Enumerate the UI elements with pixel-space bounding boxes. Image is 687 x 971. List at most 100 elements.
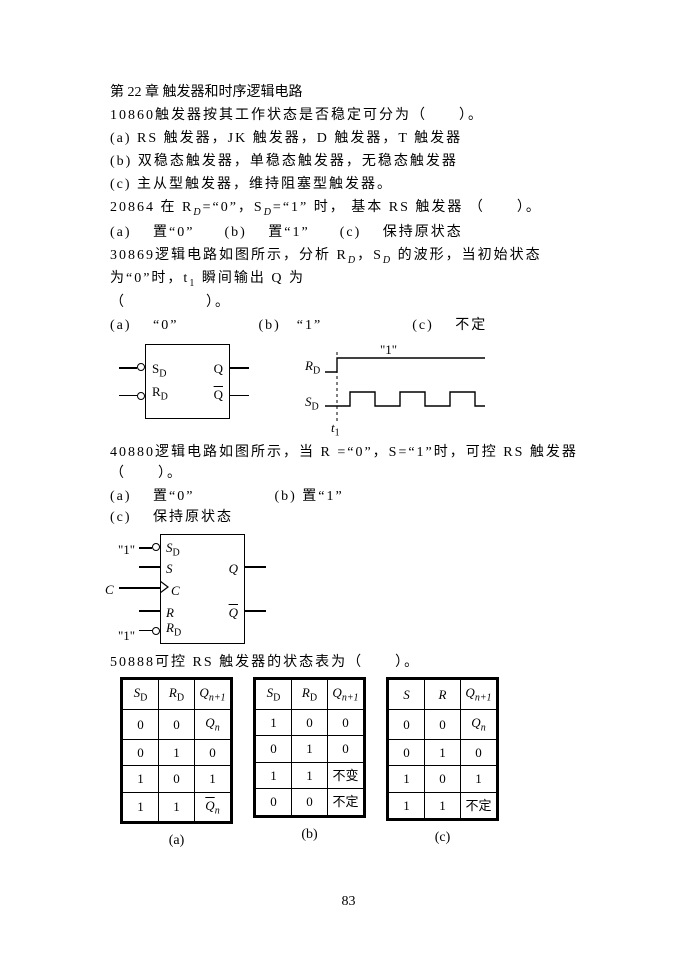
- tc-h0: S: [403, 687, 410, 702]
- ff2-c: C: [171, 581, 180, 601]
- tc-r2c2: 1: [461, 766, 497, 793]
- q2-sub2: D: [264, 207, 273, 218]
- table-c-label: (c): [386, 827, 499, 848]
- q5-text: 可控 RS 触发器的状态表为（ ）。: [155, 655, 420, 670]
- w-q: [244, 566, 266, 567]
- table-a-label: (a): [120, 830, 233, 851]
- q1-opt-c: (c) 主从型触发器，维持阻塞型触发器。: [110, 174, 587, 195]
- q5-id: 50888: [110, 655, 155, 670]
- ta-r0c0: 0: [123, 709, 159, 739]
- q4-id: 40880: [110, 445, 155, 460]
- w-sd: [139, 547, 152, 548]
- tb-r3c0: 0: [256, 789, 292, 816]
- ta-r1c2: 0: [195, 739, 231, 766]
- tb-r0c2: 0: [328, 709, 364, 736]
- ff2-sd: SD: [166, 538, 180, 561]
- q4-c: (c) 保持原状态: [110, 507, 233, 528]
- tc-r3c2: 不定: [461, 792, 497, 819]
- ta-r1c0: 0: [123, 739, 159, 766]
- ta-r2c0: 1: [123, 766, 159, 793]
- q2: 20864 在 RD=“0”，SD=“1” 时， 基本 RS 触发器 （ ）。: [110, 197, 587, 220]
- tc-h2: Q: [465, 685, 474, 700]
- tb-r1c1: 1: [292, 736, 328, 763]
- tb-r3c1: 0: [292, 789, 328, 816]
- bubble-rd: [137, 392, 145, 400]
- q2-b: (b) 置“1”: [224, 222, 309, 243]
- w-rd: [139, 630, 152, 631]
- ff2-s: S: [166, 559, 173, 579]
- q3-t4: 瞬间输出 Q 为: [196, 271, 305, 286]
- ta-r0c2: Qn: [195, 709, 231, 739]
- tc-r2c1: 0: [425, 766, 461, 793]
- q5: 50888可控 RS 触发器的状态表为（ ）。: [110, 652, 587, 673]
- ta-r3c1: 1: [159, 792, 195, 822]
- flipflop-box: SD Q RD Q: [145, 344, 230, 419]
- ta-r0c1: 0: [159, 709, 195, 739]
- sd-label: SD: [152, 359, 166, 382]
- ta-r3c2: Qn: [195, 792, 231, 822]
- tc-r1c0: 0: [389, 739, 425, 766]
- w-s: [139, 566, 161, 567]
- ta-h2: Q: [199, 685, 208, 700]
- clk-triangle-icon: [160, 581, 170, 593]
- q4-text: 逻辑电路如图所示，当 R =“0”，S=“1”时，可控 RS 触发器（ ）。: [110, 445, 578, 481]
- tb-r2c1: 1: [292, 762, 328, 789]
- table-b: SD RD Qn+1 100 010 11不变 00不定: [255, 679, 364, 816]
- tc-r0c2: Qn: [461, 709, 497, 739]
- bubble-sd: [137, 363, 145, 371]
- q1-text: 触发器按其工作状态是否稳定可分为（ ）。: [155, 108, 484, 123]
- table-a: SD RD Qn+1 00Qn 010 101 11Qn: [122, 679, 231, 822]
- q3-c: (c) 不定: [412, 315, 487, 336]
- tc-r3c0: 1: [389, 792, 425, 819]
- ff2-c-left: C: [105, 580, 114, 600]
- wire-q: [229, 367, 249, 368]
- wire-sd: [119, 367, 137, 368]
- q2-id: 20864: [110, 200, 155, 215]
- table-c-wrap: S R Qn+1 00Qn 010 101 11不定 (c): [386, 677, 499, 851]
- table-b-label: (b): [253, 824, 366, 845]
- table-b-wrap: SD RD Qn+1 100 010 11不变 00不定 (b): [253, 677, 366, 851]
- ff2-bub-rd: [152, 627, 160, 635]
- qbar-label: Q: [214, 385, 223, 405]
- ta-r2c1: 0: [159, 766, 195, 793]
- q2-t2: =“0”，S: [203, 200, 264, 215]
- q3-options: (a) “0”(b) “1”(c) 不定: [110, 315, 587, 336]
- q4-b: (b) 置“1”: [274, 486, 343, 507]
- ff2-one-top: "1": [118, 540, 135, 560]
- tc-h1: R: [439, 687, 447, 702]
- table-c: S R Qn+1 00Qn 010 101 11不定: [388, 679, 497, 819]
- q1-opt-a: (a) RS 触发器，JK 触发器，D 触发器，T 触发器: [110, 128, 587, 149]
- q3-t1: 逻辑电路如图所示，分析 R: [155, 248, 348, 263]
- timing-diagram: "1" RD SD t1: [305, 344, 505, 434]
- q2-t3: =“1” 时， 基本 RS 触发器 （ ）。: [273, 200, 542, 215]
- tb-r0c0: 1: [256, 709, 292, 736]
- tc-r1c1: 1: [425, 739, 461, 766]
- tc-r2c0: 1: [389, 766, 425, 793]
- q3-s1: D: [348, 255, 357, 266]
- ta-r3c0: 1: [123, 792, 159, 822]
- tb-r2c0: 1: [256, 762, 292, 789]
- q4-options: (a) 置“0”(b) 置“1”(c) 保持原状态: [110, 486, 587, 528]
- q3-blank: （ ）。: [110, 292, 587, 313]
- q2-c: (c) 保持原状态: [340, 222, 463, 243]
- q3-id: 30869: [110, 248, 155, 263]
- ff2-q: Q: [229, 559, 238, 579]
- ff2-rd: RD: [166, 618, 181, 641]
- tc-r3c1: 1: [425, 792, 461, 819]
- table-a-wrap: SD RD Qn+1 00Qn 010 101 11Qn (a): [120, 677, 233, 851]
- wire-rd: [119, 395, 137, 396]
- q1: 10860触发器按其工作状态是否稳定可分为（ ）。: [110, 105, 587, 126]
- tc-r0c1: 0: [425, 709, 461, 739]
- ta-r1c1: 1: [159, 739, 195, 766]
- q3-b: (b) “1”: [258, 315, 322, 336]
- ff2-bub-sd: [152, 543, 160, 551]
- ta-h1: R: [169, 685, 177, 700]
- q2-sub1: D: [193, 207, 202, 218]
- q1-opt-b: (b) 双稳态触发器，单稳态触发器，无稳态触发器: [110, 151, 587, 172]
- tb-r2c2: 不变: [328, 762, 364, 789]
- timing-svg: [305, 344, 505, 434]
- w-qbar: [244, 610, 266, 611]
- page-number: 83: [110, 891, 587, 912]
- tb-r3c2: 不定: [328, 789, 364, 816]
- tb-r1c2: 0: [328, 736, 364, 763]
